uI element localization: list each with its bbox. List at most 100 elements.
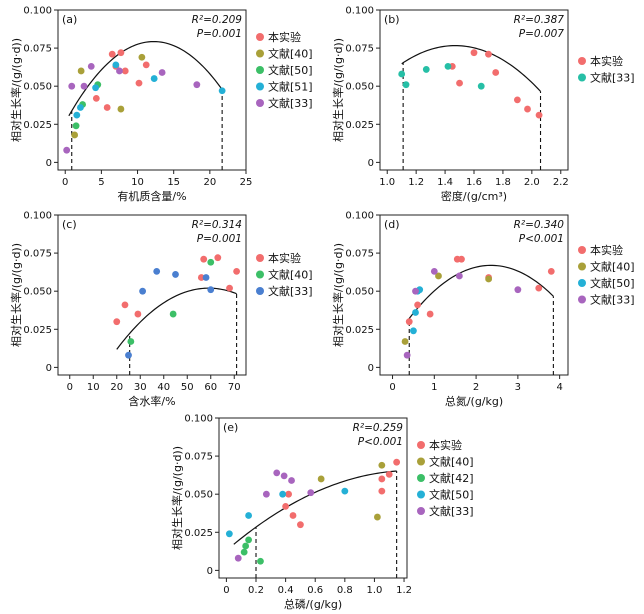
data-point bbox=[197, 274, 205, 281]
data-point bbox=[113, 318, 121, 326]
legend-entry: 本实验 bbox=[590, 54, 623, 68]
x-tick-label: 1.4 bbox=[437, 177, 453, 188]
data-point bbox=[200, 255, 208, 263]
data-point bbox=[77, 67, 85, 75]
data-point bbox=[378, 461, 386, 469]
data-point bbox=[245, 512, 253, 519]
y-tick-label: 0.050 bbox=[23, 287, 52, 298]
fit-curve bbox=[401, 45, 541, 92]
legend-entry: 本实验 bbox=[590, 243, 623, 257]
legend-marker bbox=[578, 246, 586, 254]
data-point bbox=[430, 267, 438, 275]
data-point bbox=[134, 310, 142, 318]
data-point bbox=[514, 286, 522, 294]
y-tick-label: 0.075 bbox=[23, 44, 52, 55]
y-tick-label: 0.100 bbox=[345, 211, 374, 222]
x-axis-label: 有机质含量/% bbox=[117, 189, 186, 203]
x-tick-label: 2.0 bbox=[524, 177, 540, 188]
legend-marker bbox=[417, 457, 425, 466]
legend-marker bbox=[256, 33, 264, 41]
y-axis-label: 相对生长率/(g/(g·d)) bbox=[170, 446, 184, 550]
data-point bbox=[513, 96, 521, 104]
data-point bbox=[63, 146, 71, 154]
panel-label: (d) bbox=[384, 218, 400, 231]
data-point bbox=[245, 536, 253, 544]
y-tick-label: 0.025 bbox=[23, 120, 52, 131]
x-tick-label: 1.2 bbox=[408, 177, 424, 188]
x-tick-label: 50 bbox=[181, 382, 194, 393]
fit-curve bbox=[233, 470, 397, 545]
legend-entry: 文献[40] bbox=[429, 455, 474, 469]
data-point bbox=[282, 502, 290, 510]
legend-entry: 文献[33] bbox=[429, 504, 474, 518]
data-point bbox=[92, 84, 99, 92]
r-squared-label: R²=0.314 bbox=[192, 219, 242, 231]
data-point bbox=[435, 272, 442, 280]
panel-label: (a) bbox=[62, 13, 77, 26]
chart-panel-b: 1.0 1.2 1.4 1.6 1.8 2.0 2.2 0 0.025 0.050 0.075 0.1… bbox=[331, 6, 635, 204]
data-point bbox=[470, 49, 478, 57]
data-point bbox=[279, 490, 287, 498]
x-axis-label: 含水率/% bbox=[128, 394, 175, 408]
data-point bbox=[410, 327, 417, 335]
data-point bbox=[226, 284, 233, 292]
y-tick-label: 0.100 bbox=[23, 6, 52, 17]
legend-marker bbox=[578, 262, 586, 271]
plot-frame bbox=[57, 9, 247, 171]
data-point bbox=[125, 351, 132, 359]
y-tick-label: 0.050 bbox=[345, 82, 374, 93]
plot-frame bbox=[218, 417, 408, 579]
data-point bbox=[485, 50, 492, 58]
data-point bbox=[72, 122, 80, 130]
data-point bbox=[135, 79, 143, 87]
legend-marker bbox=[256, 99, 264, 107]
p-value-label: P=0.007 bbox=[519, 28, 565, 40]
data-point bbox=[307, 489, 315, 497]
x-tick-label: 1 bbox=[431, 382, 437, 393]
p-value-label: P<0.001 bbox=[519, 233, 564, 245]
y-tick-label: 0.050 bbox=[184, 490, 213, 501]
legend-entry: 文献[50] bbox=[429, 488, 474, 502]
chart-panel-d: 0 1 2 3 4 0 0.025 0.050 0.075 0.100 总氮/(g/kg) 相对生长率… bbox=[331, 211, 635, 409]
plot-frame bbox=[57, 214, 247, 376]
y-tick-label: 0.025 bbox=[345, 325, 374, 336]
panel-label: (c) bbox=[62, 218, 77, 231]
y-tick-label: 0.025 bbox=[345, 120, 374, 131]
y-tick-label: 0 bbox=[46, 363, 52, 374]
p-value-label: P=0.001 bbox=[197, 233, 242, 245]
data-point bbox=[150, 75, 158, 82]
x-tick-label: 0 bbox=[389, 382, 395, 393]
data-point bbox=[153, 267, 161, 275]
x-tick-label: 40 bbox=[157, 382, 170, 393]
data-point bbox=[233, 267, 241, 275]
legend-marker bbox=[417, 474, 425, 482]
data-point bbox=[297, 521, 304, 529]
data-point bbox=[207, 258, 215, 266]
x-tick-label: 20 bbox=[203, 177, 216, 188]
panel-label: (e) bbox=[223, 421, 238, 434]
data-point bbox=[385, 470, 393, 478]
legend-marker bbox=[256, 66, 264, 74]
data-point bbox=[280, 472, 288, 480]
data-point bbox=[142, 61, 150, 69]
data-point bbox=[535, 284, 543, 292]
fit-curve bbox=[406, 264, 554, 322]
data-point bbox=[218, 87, 226, 95]
x-tick-label: 0 bbox=[67, 382, 73, 393]
x-tick-label: 0.8 bbox=[337, 585, 353, 596]
data-point bbox=[103, 104, 111, 111]
legend-marker bbox=[256, 49, 264, 58]
data-point bbox=[77, 104, 84, 111]
y-axis-label: 相对生长率/(g/(g·d)) bbox=[331, 243, 345, 347]
legend-marker bbox=[256, 82, 264, 91]
data-point bbox=[412, 287, 419, 295]
x-tick-label: 3 bbox=[515, 382, 521, 393]
x-tick-label: 5 bbox=[98, 177, 104, 188]
legend-entry: 本实验 bbox=[429, 438, 462, 452]
y-axis-label: 相对生长率/(g/(g·d)) bbox=[9, 243, 23, 347]
y-tick-label: 0.075 bbox=[184, 452, 213, 463]
legend-entry: 文献[33] bbox=[268, 96, 313, 110]
legend-marker bbox=[417, 507, 425, 515]
data-point bbox=[477, 82, 485, 90]
data-point bbox=[289, 512, 297, 519]
